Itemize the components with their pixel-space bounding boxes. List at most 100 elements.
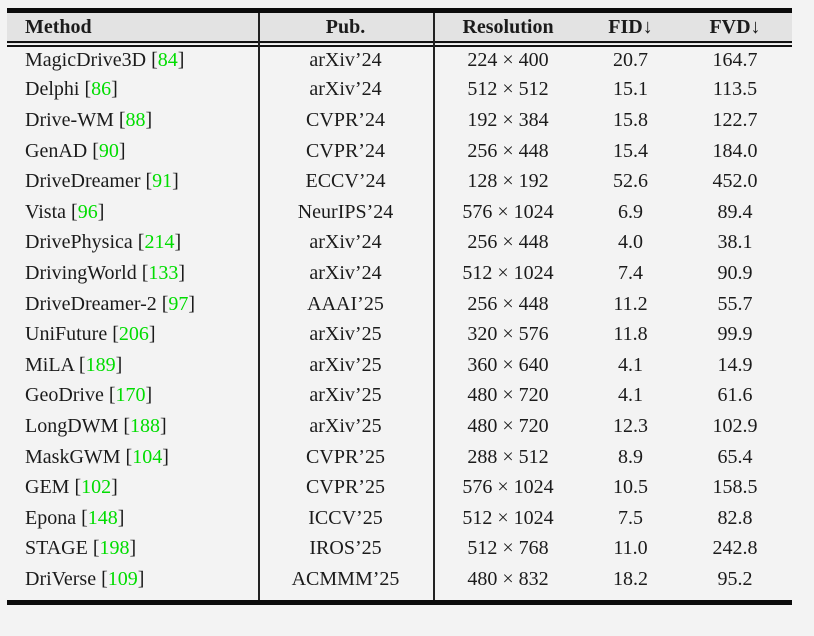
table-row: GenAD [90] CVPR’24 256 × 448 15.4 184.0 xyxy=(7,136,792,167)
citation-link[interactable]: 104 xyxy=(132,445,163,468)
fid-value: 4.0 xyxy=(618,231,643,254)
method-cell: Epona [148] xyxy=(7,503,258,534)
citation-link[interactable]: 198 xyxy=(99,537,130,560)
fid-value: 11.0 xyxy=(613,537,648,560)
resolution-cell: 512 × 768 xyxy=(433,534,583,565)
resolution-value: 480 × 720 xyxy=(467,414,549,437)
fvd-cell: 242.8 xyxy=(678,534,792,565)
fid-value: 15.4 xyxy=(613,139,648,162)
table-row: DriVerse [109] ACMMM’25 480 × 832 18.2 9… xyxy=(7,564,792,595)
citation-link[interactable]: 102 xyxy=(81,476,112,499)
fvd-value: 90.9 xyxy=(717,261,753,284)
citation-close-bracket: ] xyxy=(137,567,145,590)
citation-link[interactable]: 88 xyxy=(125,108,146,131)
resolution-value: 512 × 1024 xyxy=(462,506,554,529)
citation-link[interactable]: 84 xyxy=(157,49,178,72)
fvd-cell: 184.0 xyxy=(678,136,792,167)
fid-cell: 6.9 xyxy=(583,197,678,228)
fvd-cell: 113.5 xyxy=(678,75,792,106)
fvd-cell: 102.9 xyxy=(678,411,792,442)
fid-value: 6.9 xyxy=(618,200,643,223)
resolution-cell: 256 × 448 xyxy=(433,228,583,259)
fvd-cell: 99.9 xyxy=(678,319,792,350)
resolution-value: 256 × 448 xyxy=(467,139,549,162)
resolution-cell: 224 × 400 xyxy=(433,44,583,75)
method-name: Drive-WM xyxy=(25,108,114,131)
citation-open-bracket: [ xyxy=(151,49,158,72)
pub-cell: AAAI’25 xyxy=(258,289,433,320)
resolution-value: 576 × 1024 xyxy=(462,476,554,499)
col-header-method: Method xyxy=(7,13,258,47)
citation-open-bracket: [ xyxy=(145,170,153,193)
resolution-value: 512 × 768 xyxy=(467,537,549,560)
citation-close-bracket: ] xyxy=(115,353,123,376)
method-name: DrivingWorld xyxy=(25,261,137,284)
citation-open-bracket: [ xyxy=(112,323,119,346)
citation-link[interactable]: 109 xyxy=(107,567,138,590)
citation-link[interactable]: 133 xyxy=(148,261,179,284)
fid-cell: 4.0 xyxy=(583,228,678,259)
fvd-value: 14.9 xyxy=(717,353,753,376)
citation-link[interactable]: 91 xyxy=(152,170,173,193)
citation-link[interactable]: 96 xyxy=(77,200,98,223)
resolution-value: 320 × 576 xyxy=(467,323,549,346)
fvd-value: 184.0 xyxy=(712,139,758,162)
citation-close-bracket: ] xyxy=(129,537,137,560)
fid-value: 18.2 xyxy=(613,567,648,590)
citation-link[interactable]: 97 xyxy=(168,292,189,315)
resolution-cell: 512 × 1024 xyxy=(433,258,583,289)
citation-link[interactable]: 86 xyxy=(91,78,112,101)
pub-cell: CVPR’24 xyxy=(258,136,433,167)
citation-link[interactable]: 170 xyxy=(115,384,146,407)
fvd-cell: 14.9 xyxy=(678,350,792,381)
citation-link[interactable]: 206 xyxy=(118,323,149,346)
fid-cell: 11.0 xyxy=(583,534,678,565)
pub-cell: IROS’25 xyxy=(258,534,433,565)
fid-cell: 10.5 xyxy=(583,472,678,503)
fid-cell: 7.4 xyxy=(583,258,678,289)
fvd-cell: 89.4 xyxy=(678,197,792,228)
table-header: Method Pub. Resolution FID↓ FVD↓ xyxy=(7,13,792,47)
pub-value: CVPR’24 xyxy=(306,139,385,162)
fid-cell: 12.3 xyxy=(583,411,678,442)
pub-cell: arXiv’25 xyxy=(258,411,433,442)
citation-open-bracket: [ xyxy=(81,506,88,529)
resolution-cell: 320 × 576 xyxy=(433,319,583,350)
citation-open-bracket: [ xyxy=(92,139,99,162)
pub-cell: arXiv’25 xyxy=(258,319,433,350)
citation-link[interactable]: 148 xyxy=(87,506,118,529)
method-cell: DriveDreamer [91] xyxy=(7,166,258,197)
pub-value: CVPR’25 xyxy=(306,476,385,499)
fid-cell: 4.1 xyxy=(583,381,678,412)
method-cell: GEM [102] xyxy=(7,472,258,503)
method-cell: DrivePhysica [214] xyxy=(7,228,258,259)
citation-link[interactable]: 189 xyxy=(85,353,116,376)
citation-close-bracket: ] xyxy=(111,78,118,101)
resolution-value: 128 × 192 xyxy=(467,170,549,193)
method-name: GEM xyxy=(25,476,70,499)
pub-value: arXiv’25 xyxy=(309,323,382,346)
table-row: MiLA [189] arXiv’25 360 × 640 4.1 14.9 xyxy=(7,350,792,381)
citation-link[interactable]: 90 xyxy=(98,139,119,162)
fvd-value: 89.4 xyxy=(717,200,753,223)
citation-link[interactable]: 214 xyxy=(144,231,175,254)
citation-link[interactable]: 188 xyxy=(130,414,160,437)
method-name: Delphi xyxy=(25,78,80,101)
method-cell: MaskGWM [104] xyxy=(7,442,258,473)
citation-close-bracket: ] xyxy=(160,414,167,437)
resolution-cell: 256 × 448 xyxy=(433,136,583,167)
citation-close-bracket: ] xyxy=(177,49,185,72)
fvd-value: 452.0 xyxy=(712,170,758,193)
fid-cell: 4.1 xyxy=(583,350,678,381)
fid-cell: 11.8 xyxy=(583,319,678,350)
fid-value: 11.2 xyxy=(613,292,648,315)
col-header-resolution: Resolution xyxy=(433,13,583,47)
pub-cell: arXiv’24 xyxy=(258,44,433,75)
table-row: Epona [148] ICCV’25 512 × 1024 7.5 82.8 xyxy=(7,503,792,534)
pub-value: IROS’25 xyxy=(309,537,382,560)
pub-value: AAAI’25 xyxy=(307,292,384,315)
fid-value: 15.8 xyxy=(613,108,648,131)
method-cell: DriVerse [109] xyxy=(7,564,258,595)
fid-cell: 7.5 xyxy=(583,503,678,534)
fvd-cell: 452.0 xyxy=(678,166,792,197)
